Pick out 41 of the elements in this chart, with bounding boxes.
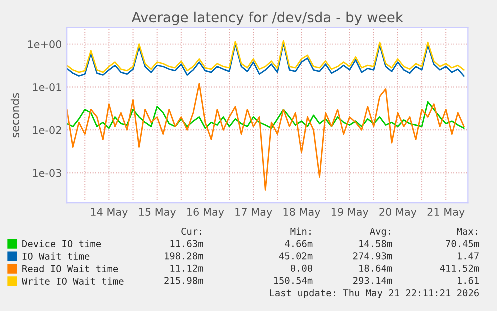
y-tick-label: 1e-03 bbox=[33, 169, 62, 178]
chart-title: Average latency for /dev/sda - by week bbox=[132, 12, 404, 26]
legend-label: Write IO Wait time bbox=[22, 278, 124, 285]
x-tick-label: 14 May bbox=[91, 208, 128, 218]
text: 0.00 bbox=[290, 264, 312, 272]
y-tick-label: 1e+00 bbox=[28, 40, 62, 48]
legend-label: Read IO Wait time bbox=[22, 265, 118, 272]
x-tick-label: 18 May bbox=[284, 208, 320, 218]
x-tick-label: 16 May bbox=[188, 208, 224, 218]
x-tick-label: 15 May bbox=[139, 208, 176, 218]
y-tick-label: 1e-02 bbox=[33, 126, 62, 134]
text: 198.28m bbox=[165, 252, 204, 260]
line-series bbox=[67, 83, 465, 191]
legend-label: Device IO time bbox=[22, 240, 102, 248]
text: Cur: bbox=[182, 228, 202, 236]
text: Avg: bbox=[370, 228, 390, 237]
text: 274.93m bbox=[354, 252, 392, 260]
text: Min: bbox=[290, 228, 311, 235]
x-tick-label: 20 May bbox=[380, 208, 417, 218]
text: 293.14m bbox=[354, 277, 392, 284]
legend-label: IO Wait time bbox=[22, 252, 90, 260]
text: 4.66m bbox=[285, 240, 313, 248]
x-tick-label: 17 May bbox=[236, 208, 272, 218]
text: Max: bbox=[457, 228, 478, 236]
text: 1.61 bbox=[458, 277, 479, 284]
text: 14.58m bbox=[360, 240, 392, 248]
text: 70.45m bbox=[446, 240, 480, 248]
text: 11.12m bbox=[170, 264, 204, 272]
y-axis-title: seconds bbox=[10, 93, 20, 138]
text: 215.98m bbox=[164, 277, 204, 284]
x-tick-label: 19 May bbox=[332, 208, 369, 218]
text: 411.52m bbox=[440, 264, 480, 272]
line-series bbox=[67, 101, 465, 130]
x-tick-label: 21 May bbox=[428, 208, 465, 218]
text: 18.64m bbox=[360, 264, 392, 272]
text: 45.02m bbox=[279, 252, 313, 260]
text: 1.47 bbox=[458, 252, 479, 260]
text: Last update: Thu May 21 22:11:21 2026 bbox=[270, 289, 479, 298]
y-tick-label: 1e-01 bbox=[33, 83, 62, 92]
text: 150.54m bbox=[274, 277, 313, 284]
text: 11.63m bbox=[170, 240, 204, 248]
